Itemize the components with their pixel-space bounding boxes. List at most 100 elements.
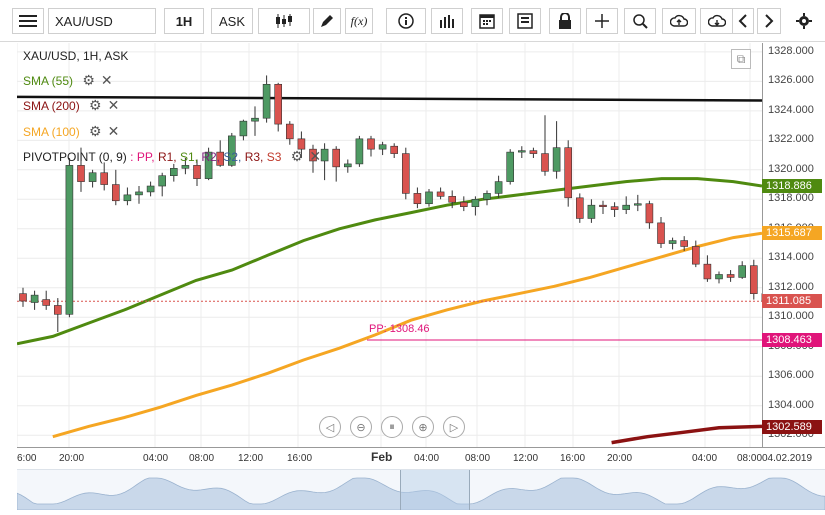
symbol-input[interactable]: XAU/USD	[48, 8, 156, 34]
price-tick-label: 1310.000	[768, 310, 814, 322]
legend-pivot-r1: R1,	[155, 150, 177, 164]
reset-zoom-button[interactable]: ⏸	[381, 416, 403, 438]
info-button[interactable]	[386, 8, 426, 34]
candle-body	[170, 168, 177, 175]
candle-body	[669, 241, 676, 244]
time-tick-label: 08:00	[737, 453, 762, 464]
legend-sma100-label: SMA (100)	[23, 125, 80, 139]
candle-body	[530, 151, 537, 154]
price-tick-label: 1328.000	[768, 45, 814, 57]
candle-body	[495, 182, 502, 194]
candle-body	[402, 154, 409, 194]
download-button[interactable]	[700, 8, 734, 34]
gear-icon[interactable]: ⚙	[89, 97, 102, 113]
price-tick-label: 1320.000	[768, 163, 814, 175]
candle-body	[321, 149, 328, 161]
lock-button[interactable]	[549, 8, 581, 34]
time-tick-label: 20:00	[59, 453, 84, 464]
arrow-left-icon	[738, 14, 748, 28]
navigator-window[interactable]	[400, 470, 470, 510]
candle-body	[333, 149, 340, 167]
pan-left-icon: ◁	[326, 421, 334, 434]
candle-body	[600, 205, 607, 206]
timeframe-button[interactable]: 1H	[164, 8, 204, 34]
draw-button[interactable]	[313, 8, 341, 34]
toolbar: XAU/USD 1H ASK f(x)	[0, 0, 825, 42]
gear-icon[interactable]: ⚙	[89, 123, 102, 139]
crosshair-button[interactable]	[586, 8, 618, 34]
legend-sma200: SMA (200) ⚙ ✕	[23, 97, 119, 114]
menu-icon	[19, 14, 37, 28]
price-tick-label: 1314.000	[768, 251, 814, 263]
legend-sma55-label: SMA (55)	[23, 74, 73, 88]
price-tick-label: 1312.000	[768, 281, 814, 293]
indicators-button[interactable]	[431, 8, 463, 34]
zoom-in-icon: ⊕	[418, 421, 427, 434]
time-tick-label: 04.02.2019	[762, 453, 812, 464]
candle-body	[368, 139, 375, 149]
candle-body	[727, 274, 734, 277]
candle-body	[507, 152, 514, 181]
scroll-right-button[interactable]	[757, 8, 781, 34]
candle-body	[634, 204, 641, 205]
zoom-out-icon: ⊖	[356, 421, 365, 434]
zoom-out-button[interactable]: ⊖	[350, 416, 372, 438]
candle-body	[623, 205, 630, 209]
price-tick-label: 1324.000	[768, 104, 814, 116]
candle-body	[344, 164, 351, 167]
candle-body	[54, 305, 61, 314]
zoom-in-button[interactable]: ⊕	[412, 416, 434, 438]
crosshair-icon	[594, 13, 610, 29]
close-icon[interactable]: ✕	[101, 72, 113, 88]
candle-body	[66, 165, 73, 314]
gear-icon[interactable]: ⚙	[82, 72, 95, 88]
chart-header: XAU/USD, 1H, ASK	[23, 49, 128, 63]
price-chart[interactable]	[17, 43, 762, 447]
close-icon[interactable]: ✕	[108, 123, 120, 139]
candle-body	[112, 185, 119, 201]
price-tag: 1311.085	[762, 294, 822, 308]
price-side-button[interactable]: ASK	[211, 8, 253, 34]
close-icon[interactable]: ✕	[309, 148, 321, 164]
calendar-button[interactable]	[471, 8, 503, 34]
legend-sma200-label: SMA (200)	[23, 99, 80, 113]
candle-body	[275, 84, 282, 124]
close-icon[interactable]: ✕	[108, 97, 120, 113]
candlestick-icon	[274, 13, 294, 29]
candle-body	[286, 124, 293, 139]
zoom-button[interactable]	[624, 8, 656, 34]
legend-pivot-s2: S2,	[220, 150, 241, 164]
candle-body	[739, 266, 746, 278]
list-button[interactable]	[509, 8, 541, 34]
price-tag: 1315.687	[762, 226, 822, 240]
chart-plot-area[interactable]	[17, 43, 762, 447]
time-tick-label: 6:00	[17, 453, 36, 464]
time-tick-label: 04:00	[692, 453, 717, 464]
info-icon	[398, 13, 414, 29]
function-button[interactable]: f(x)	[345, 8, 373, 34]
candle-body	[658, 223, 665, 244]
cloud-download-icon	[708, 13, 726, 29]
candle-body	[437, 192, 444, 196]
chart-type-button[interactable]	[258, 8, 310, 34]
expand-button[interactable]: ⧉	[731, 49, 751, 69]
candle-body	[263, 84, 270, 118]
menu-button[interactable]	[12, 8, 44, 34]
scroll-left-button[interactable]	[732, 8, 754, 34]
time-tick-label: 12:00	[238, 453, 263, 464]
zoom-icon	[632, 13, 648, 29]
legend-sma100: SMA (100) ⚙ ✕	[23, 123, 119, 140]
price-tick-label: 1318.000	[768, 192, 814, 204]
settings-button[interactable]	[791, 8, 817, 34]
price-tag: 1308.463	[762, 333, 822, 347]
pan-left-button[interactable]: ◁	[319, 416, 341, 438]
gear-icon[interactable]: ⚙	[291, 148, 304, 164]
pan-right-button[interactable]: ▷	[443, 416, 465, 438]
upload-button[interactable]	[662, 8, 696, 34]
arrow-right-icon	[764, 14, 774, 28]
cloud-upload-icon	[670, 13, 688, 29]
expand-icon: ⧉	[737, 52, 746, 67]
candle-body	[716, 274, 723, 278]
navigator[interactable]	[17, 469, 825, 510]
price-tick-label: 1322.000	[768, 133, 814, 145]
